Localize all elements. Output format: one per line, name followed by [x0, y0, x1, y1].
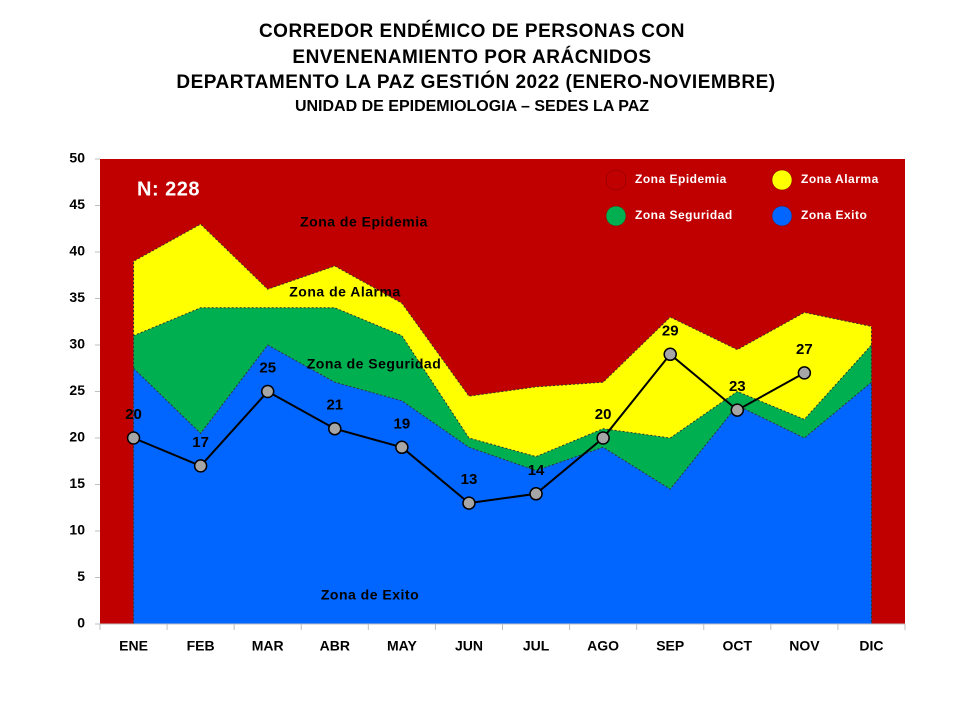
legend-label: Zona Seguridad: [635, 208, 733, 222]
value-label: 20: [125, 406, 142, 423]
chart-title: ENVENENAMIENTO POR ARÁCNIDOS: [292, 46, 651, 68]
x-tick-label: JUN: [455, 638, 483, 654]
value-label: 13: [461, 471, 478, 488]
value-label: 14: [528, 462, 545, 479]
y-tick-label: 10: [69, 522, 85, 538]
cases-marker: [797, 366, 812, 380]
x-tick-label: ENE: [119, 638, 148, 654]
cases-marker: [260, 384, 275, 399]
annotation: Zona de Epidemia: [300, 214, 428, 230]
x-tick-label: FEB: [187, 638, 215, 654]
x-tick-label: MAR: [252, 638, 284, 654]
cases-marker: [395, 440, 409, 455]
x-tick-label: AGO: [587, 638, 619, 654]
cases-marker: [730, 403, 745, 417]
value-label: 23: [729, 378, 746, 395]
legend-marker: [771, 205, 793, 227]
x-tick-label: MAY: [387, 638, 417, 654]
y-tick-label: 35: [69, 289, 85, 305]
legend-marker: [605, 205, 627, 227]
chart-title: CORREDOR ENDÉMICO DE PERSONAS CON: [259, 20, 685, 42]
y-tick-label: 30: [69, 336, 85, 352]
value-label: 17: [192, 434, 209, 451]
cases-marker: [596, 431, 610, 445]
chart-title: DEPARTAMENTO LA PAZ GESTIÓN 2022 (ENERO-…: [176, 71, 775, 93]
cases-marker: [462, 496, 476, 510]
legend-marker: [771, 169, 793, 191]
y-tick-label: 20: [69, 429, 85, 445]
annotation: Zona de Exito: [321, 587, 419, 603]
x-tick-label: OCT: [723, 638, 753, 654]
legend-label: Zona Epidemia: [635, 172, 727, 186]
y-tick-label: 5: [77, 568, 85, 584]
x-tick-label: NOV: [789, 638, 820, 654]
cases-marker: [126, 431, 141, 445]
x-tick-label: ABR: [320, 638, 350, 654]
y-tick-label: 40: [69, 243, 85, 259]
value-label: 27: [796, 341, 813, 358]
annotation: N: 228: [137, 178, 200, 200]
chart-subtitle: UNIDAD DE EPIDEMIOLOGIA – SEDES LA PAZ: [295, 98, 649, 115]
y-tick-label: 25: [69, 382, 85, 398]
cases-marker: [193, 459, 208, 473]
y-tick-label: 45: [69, 196, 85, 212]
annotation: Zona de Alarma: [289, 284, 401, 300]
value-label: 25: [259, 359, 276, 376]
x-tick-label: JUL: [523, 638, 550, 654]
legend-label: Zona Alarma: [801, 172, 879, 186]
x-tick-label: DIC: [859, 638, 883, 654]
zone-area: [133, 344, 872, 625]
value-label: 19: [394, 415, 411, 432]
value-label: 20: [595, 406, 612, 423]
y-tick-label: 50: [69, 150, 85, 166]
value-label: 21: [326, 397, 343, 414]
legend-marker: [605, 169, 627, 191]
value-label: 29: [662, 322, 679, 339]
cases-marker: [529, 487, 543, 501]
y-tick-label: 15: [69, 475, 85, 491]
cases-marker: [328, 421, 342, 436]
legend-label: Zona Exito: [801, 208, 867, 222]
y-tick-label: 0: [77, 615, 85, 631]
cases-marker: [663, 347, 677, 362]
x-tick-label: SEP: [656, 638, 684, 654]
annotation: Zona de Seguridad: [307, 356, 442, 372]
